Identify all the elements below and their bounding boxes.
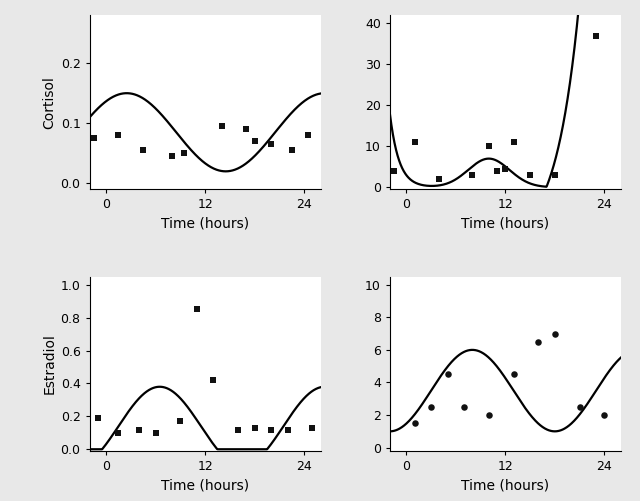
Point bbox=[426, 403, 436, 411]
Point bbox=[192, 306, 202, 314]
Point bbox=[307, 424, 317, 432]
Point bbox=[250, 424, 260, 432]
Point bbox=[533, 338, 543, 346]
Point bbox=[266, 140, 276, 148]
Point bbox=[93, 414, 103, 422]
Point bbox=[150, 429, 161, 437]
Point bbox=[434, 175, 444, 183]
X-axis label: Time (hours): Time (hours) bbox=[461, 217, 549, 231]
Point bbox=[459, 403, 469, 411]
Point bbox=[508, 138, 518, 146]
Point bbox=[241, 125, 252, 133]
Point bbox=[508, 370, 518, 378]
Point bbox=[410, 138, 420, 146]
Point bbox=[233, 425, 243, 433]
Y-axis label: Cortisol: Cortisol bbox=[42, 76, 56, 129]
Point bbox=[175, 417, 186, 425]
Point bbox=[410, 419, 420, 427]
Point bbox=[179, 149, 189, 157]
Point bbox=[525, 171, 535, 179]
Y-axis label: Estradiol: Estradiol bbox=[42, 333, 56, 394]
Point bbox=[575, 403, 585, 411]
Point bbox=[250, 137, 260, 145]
Point bbox=[266, 425, 276, 433]
X-axis label: Time (hours): Time (hours) bbox=[461, 478, 549, 492]
Point bbox=[550, 330, 560, 338]
Point bbox=[208, 376, 218, 384]
Point bbox=[484, 142, 494, 150]
Point bbox=[492, 167, 502, 175]
Point bbox=[467, 171, 477, 179]
Point bbox=[134, 425, 144, 433]
Point bbox=[192, 2, 202, 10]
Point bbox=[113, 131, 124, 139]
Point bbox=[550, 171, 560, 179]
Point bbox=[484, 411, 494, 419]
Point bbox=[287, 146, 297, 154]
Point bbox=[599, 411, 609, 419]
X-axis label: Time (hours): Time (hours) bbox=[161, 478, 249, 492]
Point bbox=[591, 32, 601, 40]
Point bbox=[88, 134, 99, 142]
Point bbox=[303, 131, 314, 139]
Point bbox=[389, 167, 399, 175]
Point bbox=[442, 370, 452, 378]
Point bbox=[500, 165, 511, 173]
Point bbox=[167, 152, 177, 160]
Point bbox=[138, 146, 148, 154]
X-axis label: Time (hours): Time (hours) bbox=[161, 217, 249, 231]
Point bbox=[113, 429, 124, 437]
Point bbox=[216, 122, 227, 130]
Point bbox=[282, 425, 292, 433]
